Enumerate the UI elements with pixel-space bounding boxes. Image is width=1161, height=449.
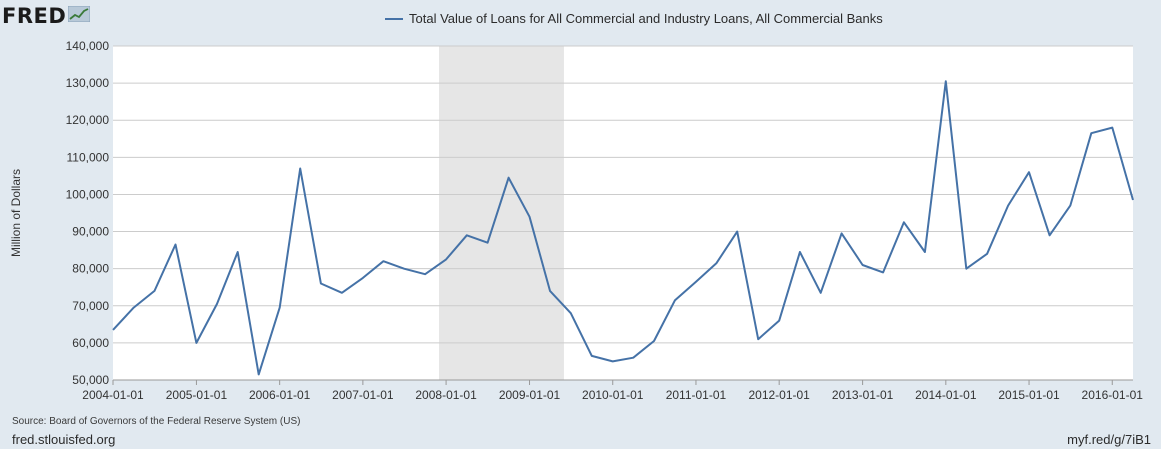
x-tick-label: 2012-01-01 — [748, 388, 810, 402]
x-tick-label: 2009-01-01 — [499, 388, 561, 402]
y-tick-label: 60,000 — [72, 336, 109, 350]
series-line — [112, 80, 1134, 376]
recession-band — [439, 46, 564, 380]
x-tick-label: 2006-01-01 — [249, 388, 311, 402]
y-tick-label: 70,000 — [72, 299, 109, 313]
plot-area — [113, 46, 1133, 380]
logo-text: FRED — [2, 4, 67, 28]
chart-legend: Total Value of Loans for All Commercial … — [385, 11, 883, 26]
short-url-link[interactable]: myf.red/g/7iB1 — [1067, 432, 1151, 447]
y-tick-label: 110,000 — [67, 150, 110, 164]
y-tick-label: 50,000 — [72, 373, 109, 387]
x-tick-label: 2011-01-01 — [666, 388, 727, 402]
y-axis-label: Million of Dollars — [9, 169, 23, 257]
y-tick-label: 80,000 — [72, 262, 109, 276]
x-tick-label: 2005-01-01 — [166, 388, 228, 402]
x-tick-label: 2007-01-01 — [332, 388, 394, 402]
x-tick-label: 2016-01-01 — [1082, 388, 1144, 402]
y-tick-label: 100,000 — [66, 187, 110, 201]
y-tick-label: 140,000 — [66, 39, 110, 53]
x-tick-label: 2015-01-01 — [998, 388, 1060, 402]
x-tick-label: 2013-01-01 — [832, 388, 894, 402]
y-tick-label: 120,000 — [66, 113, 110, 127]
x-tick-label: 2010-01-01 — [582, 388, 644, 402]
site-link[interactable]: fred.stlouisfed.org — [12, 432, 116, 447]
y-tick-label: 90,000 — [72, 225, 109, 239]
x-tick-label: 2008-01-01 — [415, 388, 477, 402]
x-tick-label: 2004-01-01 — [82, 388, 144, 402]
y-tick-label: 130,000 — [66, 76, 110, 90]
legend-swatch — [385, 17, 403, 20]
source-note: Source: Board of Governors of the Federa… — [12, 416, 301, 427]
x-tick-label: 2014-01-01 — [915, 388, 977, 402]
legend-label: Total Value of Loans for All Commercial … — [409, 11, 883, 26]
